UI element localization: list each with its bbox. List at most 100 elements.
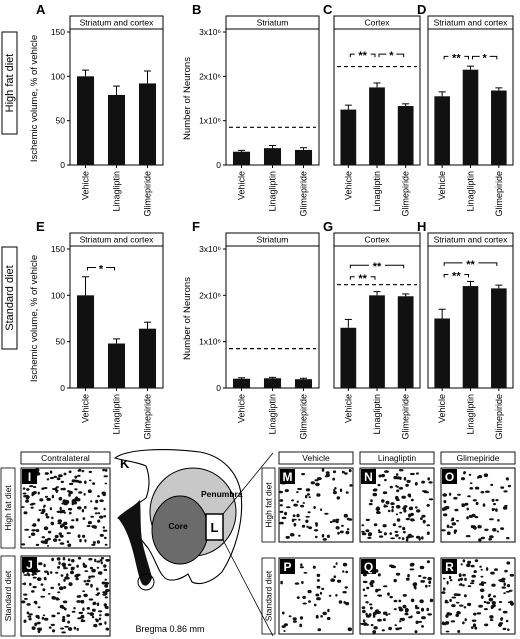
x-tick-label: Glimepiride	[299, 394, 309, 440]
neuron-dot	[494, 568, 498, 571]
neuron-dot	[401, 537, 405, 540]
neuron-dot	[414, 630, 418, 634]
neuron-dot	[477, 525, 482, 529]
x-tick-label: Vehicle	[437, 394, 447, 423]
neuron-dot	[460, 577, 463, 581]
y-tick-label: 100	[51, 71, 65, 81]
neuron-dot	[41, 616, 45, 620]
neuron-dot	[40, 583, 44, 586]
neuron-dot	[314, 479, 319, 482]
neuron-dot	[39, 498, 44, 502]
neuron-dot	[505, 619, 509, 623]
neuron-dot	[468, 560, 472, 564]
neuron-dot	[319, 591, 323, 595]
neuron-dot	[51, 614, 56, 618]
neuron-dot	[84, 570, 89, 572]
neuron-dot	[349, 484, 353, 487]
neuron-dot	[495, 499, 499, 502]
neuron-dot	[497, 519, 500, 522]
neuron-dot	[394, 624, 398, 627]
neuron-dot	[362, 588, 366, 591]
neuron-dot	[305, 515, 310, 518]
neuron-dot	[441, 621, 445, 626]
micrograph-letter: M	[283, 470, 293, 484]
neuron-dot	[341, 470, 345, 474]
neuron-dot	[503, 592, 506, 595]
panel-letter: B	[192, 2, 201, 17]
neuron-dot	[104, 543, 108, 546]
significance-label: **	[452, 270, 461, 282]
neuron-dot	[24, 597, 28, 600]
neuron-dot	[82, 590, 85, 593]
neuron-dot	[471, 619, 477, 622]
micrograph-o: O	[440, 467, 516, 543]
neuron-dot	[302, 595, 306, 600]
neuron-dot	[391, 509, 394, 513]
neuron-dot	[61, 631, 66, 634]
neuron-dot	[466, 516, 469, 520]
neuron-dot	[286, 506, 291, 509]
neuron-dot	[332, 470, 337, 474]
panel-header: Cortex	[364, 235, 390, 245]
neuron-dot	[68, 507, 73, 511]
neuron-dot	[307, 589, 312, 594]
neuron-dot	[73, 626, 77, 630]
neuron-dot	[345, 601, 350, 606]
neuron-dot	[387, 592, 390, 596]
y-tick-label: 0	[216, 160, 221, 170]
neuron-dot	[399, 511, 403, 514]
zoom-line-top	[222, 452, 274, 515]
neuron-dot	[73, 607, 76, 610]
neuron-dot	[61, 502, 65, 505]
neuron-dot	[91, 543, 96, 546]
neuron-dot	[50, 623, 55, 627]
neuron-dot	[490, 571, 495, 575]
neuron-dot	[408, 514, 411, 518]
neuron-dot	[296, 513, 300, 518]
neuron-dot	[320, 508, 323, 512]
neuron-dot	[312, 565, 316, 569]
neuron-dot	[37, 616, 40, 620]
neuron-dot	[383, 532, 387, 536]
neuron-dot	[373, 626, 378, 630]
neuron-dot	[42, 614, 46, 617]
neuron-dot	[63, 567, 68, 570]
neuron-dot	[445, 630, 450, 633]
x-tick-label: Linagliptin	[112, 394, 122, 435]
neuron-dot	[478, 538, 482, 542]
neuron-dot	[103, 564, 107, 568]
neuron-dot	[459, 604, 464, 607]
neuron-dot	[32, 523, 37, 527]
neuron-dot	[40, 540, 44, 544]
x-tick-label: Linagliptin	[466, 394, 476, 435]
neuron-dot	[62, 557, 66, 561]
neuron-dot	[449, 598, 452, 603]
panel-letter: C	[323, 2, 333, 17]
neuron-dot	[283, 623, 288, 627]
neuron-dot	[56, 557, 61, 561]
neuron-dot	[391, 505, 395, 509]
neuron-dot	[410, 562, 415, 567]
neuron-dot	[89, 612, 92, 616]
chart-panel-d: D Striatum and cortex Vehicle Linagliptin Gl…	[417, 2, 514, 217]
row-label-standard-text: Standard diet	[4, 265, 16, 330]
neuron-dot	[64, 526, 68, 530]
neuron-dot	[395, 513, 398, 516]
micro-row-label-high-fat-left: High fat diet	[3, 485, 13, 531]
panel-letter: G	[323, 219, 333, 234]
neuron-dot	[381, 629, 385, 632]
neuron-dot	[427, 577, 432, 581]
neuron-dot	[299, 616, 304, 620]
bar-glimepiride	[294, 149, 313, 165]
schematic-letter: K	[120, 456, 130, 471]
y-tick-label: 1x10⁶	[199, 116, 221, 126]
neuron-dot	[98, 610, 103, 613]
y-tick-label: 3x10⁶	[199, 244, 221, 254]
neuron-dot	[293, 522, 297, 527]
neuron-dot	[470, 564, 475, 568]
neuron-dot	[343, 601, 346, 604]
neuron-dot	[425, 584, 428, 588]
neuron-dot	[92, 608, 96, 612]
neuron-dot	[457, 630, 461, 633]
neuron-dot	[84, 539, 87, 543]
